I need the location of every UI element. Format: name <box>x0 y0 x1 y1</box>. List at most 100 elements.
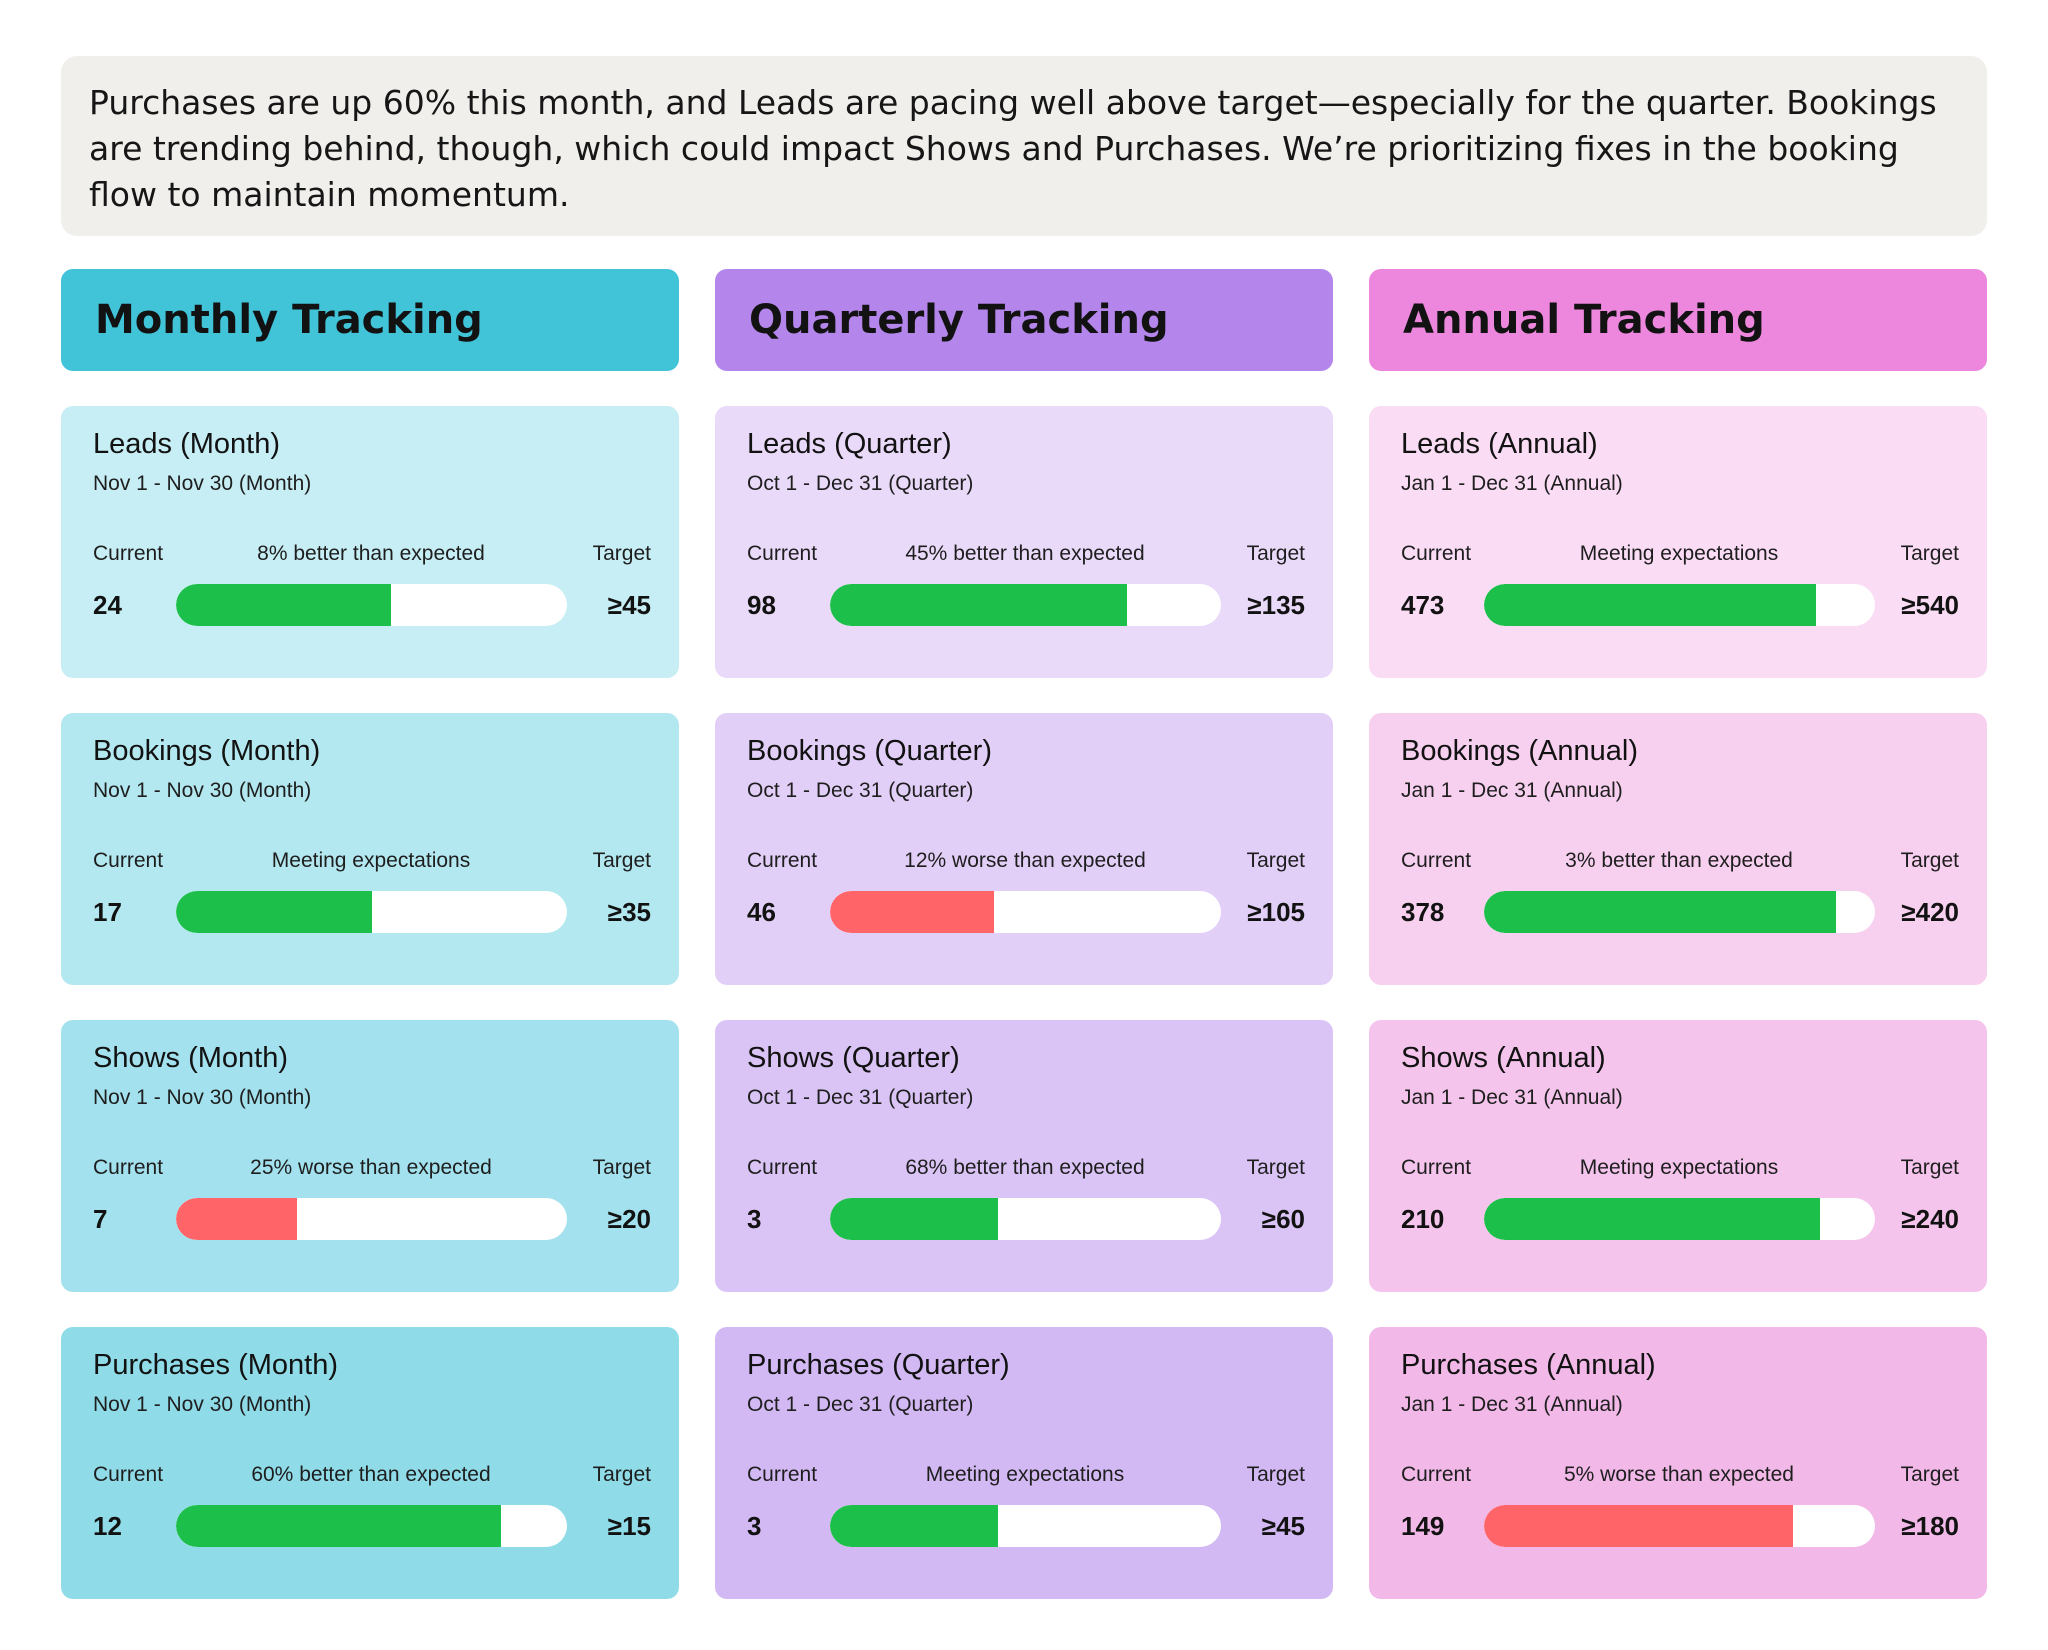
tracking-column: Quarterly Tracking Leads (Quarter) Oct 1 -… <box>715 269 1333 1599</box>
metric-card: Purchases (Annual) Jan 1 - Dec 31 (Annual… <box>1369 1327 1987 1599</box>
target-label: Target <box>1246 849 1305 872</box>
current-label: Current <box>93 1463 164 1486</box>
tracking-grid: Monthly Tracking Leads (Month) Nov 1 - Nov… <box>61 269 1987 1599</box>
current-label: Current <box>747 849 818 872</box>
current-label: Current <box>747 1156 818 1179</box>
current-label: Current <box>1401 849 1472 872</box>
target-label: Target <box>1246 542 1305 565</box>
metric-card: Bookings (Month) Nov 1 - Nov 30 (Month) Cu… <box>61 713 679 985</box>
target-label: Target <box>1900 1463 1959 1486</box>
date-range: Nov 1 - Nov 30 (Month) <box>93 1086 312 1109</box>
date-range: Oct 1 - Dec 31 (Quarter) <box>747 1393 974 1416</box>
card-title: Bookings (Month) <box>93 735 321 767</box>
date-range: Oct 1 - Dec 31 (Quarter) <box>747 472 974 495</box>
status-text: 8% better than expected <box>257 542 485 565</box>
status-text: 60% better than expected <box>251 1463 491 1486</box>
card-title: Leads (Annual) <box>1401 428 1598 460</box>
target-label: Target <box>592 849 651 872</box>
progress-bar <box>1484 891 1875 933</box>
target-value: ≥105 <box>1247 897 1305 927</box>
card-title: Purchases (Quarter) <box>747 1349 1010 1381</box>
status-text: Meeting expectations <box>925 1463 1125 1486</box>
current-label: Current <box>1401 542 1472 565</box>
current-value: 7 <box>93 1204 108 1234</box>
metric-card: Shows (Quarter) Oct 1 - Dec 31 (Quarter) C… <box>715 1020 1333 1292</box>
current-value: 210 <box>1401 1204 1445 1234</box>
metric-card: Shows (Annual) Jan 1 - Dec 31 (Annual) Cur… <box>1369 1020 1987 1292</box>
progress-fill <box>830 891 995 933</box>
status-text: 68% better than expected <box>905 1156 1145 1179</box>
status-text: Meeting expectations <box>271 849 471 872</box>
current-label: Current <box>93 849 164 872</box>
current-label: Current <box>747 542 818 565</box>
progress-fill <box>176 891 372 933</box>
card-title: Shows (Annual) <box>1401 1042 1606 1074</box>
status-text: Meeting expectations <box>1579 542 1779 565</box>
metric-card: Leads (Quarter) Oct 1 - Dec 31 (Quarter) C… <box>715 406 1333 678</box>
progress-fill <box>1484 1198 1821 1240</box>
progress-fill <box>176 1505 501 1547</box>
progress-bar <box>830 584 1221 626</box>
date-range: Jan 1 - Dec 31 (Annual) <box>1401 779 1623 802</box>
metric-card: Bookings (Annual) Jan 1 - Dec 31 (Annual)… <box>1369 713 1987 985</box>
date-range: Nov 1 - Nov 30 (Month) <box>93 472 312 495</box>
current-label: Current <box>747 1463 818 1486</box>
current-value: 149 <box>1401 1511 1445 1541</box>
target-label: Target <box>592 1156 651 1179</box>
metric-card: Bookings (Quarter) Oct 1 - Dec 31 (Quarte… <box>715 713 1333 985</box>
date-range: Jan 1 - Dec 31 (Annual) <box>1401 472 1623 495</box>
progress-bar <box>176 584 567 626</box>
target-value: ≥15 <box>607 1511 651 1541</box>
status-text: 12% worse than expected <box>904 849 1146 872</box>
status-text: 45% better than expected <box>905 542 1145 565</box>
metric-card: Purchases (Month) Nov 1 - Nov 30 (Month) C… <box>61 1327 679 1599</box>
progress-bar <box>830 1505 1221 1547</box>
status-text: Meeting expectations <box>1579 1156 1779 1179</box>
target-label: Target <box>1900 542 1959 565</box>
date-range: Nov 1 - Nov 30 (Month) <box>93 1393 312 1416</box>
progress-fill <box>830 584 1128 626</box>
status-text: 3% better than expected <box>1565 849 1793 872</box>
card-title: Bookings (Annual) <box>1401 735 1638 767</box>
summary-text: Purchases are up 60% this month, and Lea… <box>61 56 1987 236</box>
card-title: Purchases (Annual) <box>1401 1349 1656 1381</box>
target-value: ≥60 <box>1261 1204 1305 1234</box>
card-title: Purchases (Month) <box>93 1349 338 1381</box>
current-value: 3 <box>747 1204 762 1234</box>
target-label: Target <box>1900 1156 1959 1179</box>
target-value: ≥45 <box>607 590 651 620</box>
card-title: Shows (Quarter) <box>747 1042 960 1074</box>
target-value: ≥420 <box>1901 897 1959 927</box>
progress-fill <box>830 1505 999 1547</box>
column-header: Monthly Tracking <box>61 269 679 371</box>
progress-bar <box>830 891 1221 933</box>
current-value: 12 <box>93 1511 122 1541</box>
tracking-column: Annual Tracking Leads (Annual) Jan 1 - Dec… <box>1369 269 1987 1599</box>
target-value: ≥180 <box>1901 1511 1959 1541</box>
card-title: Leads (Quarter) <box>747 428 952 460</box>
progress-fill <box>176 1198 298 1240</box>
target-label: Target <box>1900 849 1959 872</box>
target-label: Target <box>1246 1156 1305 1179</box>
current-value: 98 <box>747 590 776 620</box>
target-value: ≥45 <box>1261 1511 1305 1541</box>
progress-bar <box>176 1198 567 1240</box>
current-value: 3 <box>747 1511 762 1541</box>
column-header: Annual Tracking <box>1369 269 1987 371</box>
date-range: Jan 1 - Dec 31 (Annual) <box>1401 1393 1623 1416</box>
column-header: Quarterly Tracking <box>715 269 1333 371</box>
current-label: Current <box>1401 1463 1472 1486</box>
target-value: ≥540 <box>1901 590 1959 620</box>
current-value: 24 <box>93 590 122 620</box>
progress-bar <box>1484 1505 1875 1547</box>
card-title: Leads (Month) <box>93 428 280 460</box>
target-label: Target <box>1246 1463 1305 1486</box>
status-text: 5% worse than expected <box>1564 1463 1794 1486</box>
current-value: 473 <box>1401 590 1445 620</box>
progress-fill <box>1484 891 1836 933</box>
target-label: Target <box>592 542 651 565</box>
progress-bar <box>176 1505 567 1547</box>
date-range: Oct 1 - Dec 31 (Quarter) <box>747 779 974 802</box>
metric-card: Leads (Month) Nov 1 - Nov 30 (Month) Curre… <box>61 406 679 678</box>
status-text: 25% worse than expected <box>250 1156 492 1179</box>
